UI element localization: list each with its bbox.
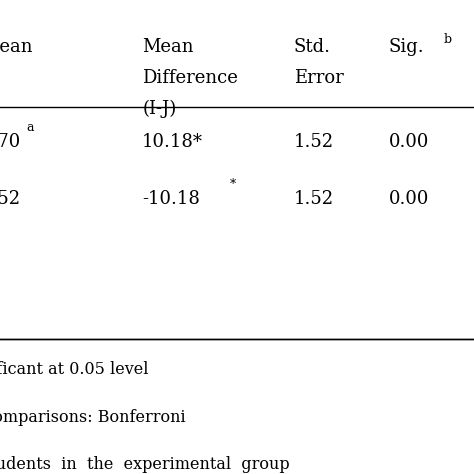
- Text: nificant at 0.05 level: nificant at 0.05 level: [0, 361, 148, 378]
- Text: Difference: Difference: [142, 69, 238, 87]
- Text: a: a: [26, 121, 34, 135]
- Text: b: b: [443, 33, 451, 46]
- Text: Comparisons: Bonferroni: Comparisons: Bonferroni: [0, 409, 186, 426]
- Text: 9.52: 9.52: [0, 190, 21, 208]
- Text: 0.00: 0.00: [389, 190, 429, 208]
- Text: 0.00: 0.00: [389, 133, 429, 151]
- Text: Sig.: Sig.: [389, 38, 424, 56]
- Text: Mean: Mean: [142, 38, 194, 56]
- Text: Std.: Std.: [294, 38, 331, 56]
- Text: 1.52: 1.52: [294, 190, 334, 208]
- Text: students  in  the  experimental  group: students in the experimental group: [0, 456, 290, 473]
- Text: Error: Error: [294, 69, 344, 87]
- Text: *: *: [230, 178, 236, 191]
- Text: 1.52: 1.52: [294, 133, 334, 151]
- Text: Mean: Mean: [0, 38, 33, 56]
- Text: (I-J): (I-J): [142, 100, 176, 118]
- Text: -10.18: -10.18: [142, 190, 200, 208]
- Text: 10.18*: 10.18*: [142, 133, 203, 151]
- Text: 9.70: 9.70: [0, 133, 21, 151]
